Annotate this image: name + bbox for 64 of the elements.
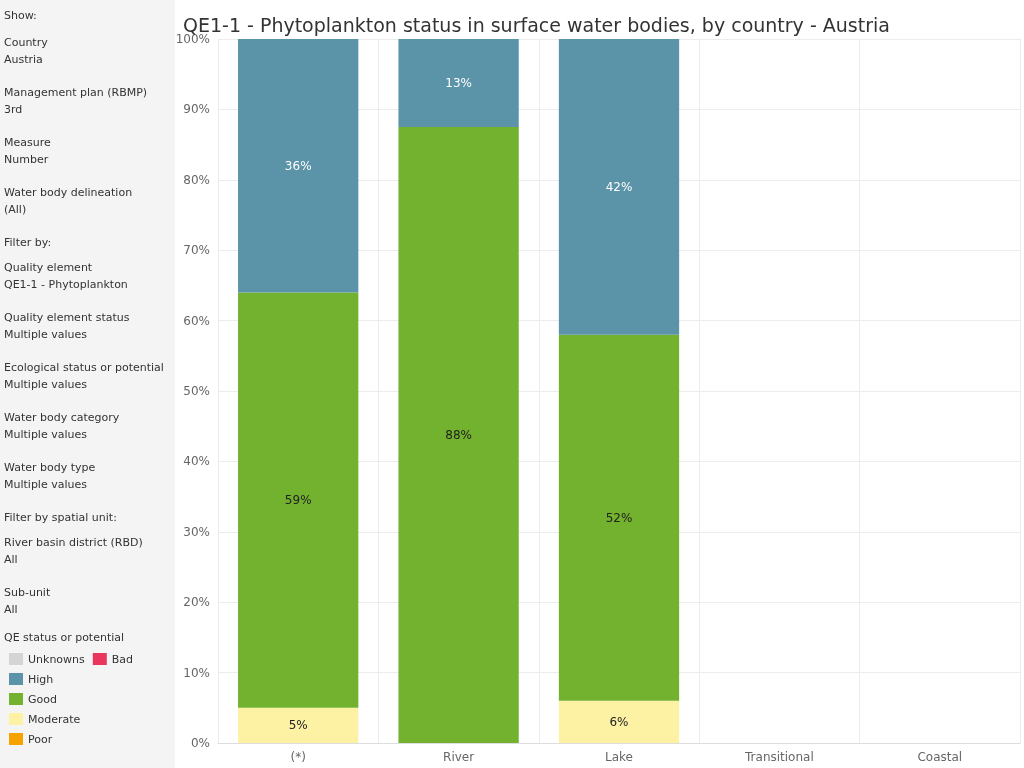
y-tick-label: 50% bbox=[183, 384, 210, 398]
bar bbox=[558, 700, 680, 743]
text: All bbox=[4, 553, 18, 566]
x-tick-label: Lake bbox=[605, 750, 633, 764]
text: QE1-1 - Phytoplankton bbox=[4, 278, 128, 291]
x-tick-label: (*) bbox=[290, 750, 306, 764]
text: Water body delineation bbox=[4, 186, 133, 199]
x-tick-label: Transitional bbox=[744, 750, 814, 764]
bar bbox=[238, 39, 359, 293]
chart-title: QE1-1 - Phytoplankton status in surface water bodies, by country - Austria bbox=[183, 13, 890, 36]
text: Quality element status bbox=[4, 311, 130, 324]
bar bbox=[398, 127, 519, 743]
y-tick-label: 80% bbox=[183, 172, 210, 187]
data-label: 59% bbox=[284, 493, 312, 508]
bar bbox=[238, 707, 359, 743]
y-tick-label: 70% bbox=[183, 243, 210, 258]
text: Number bbox=[4, 153, 49, 166]
text: Filter by spatial unit: bbox=[4, 511, 117, 524]
text: Ecological status or potential bbox=[4, 361, 164, 374]
y-tick-label: 30% bbox=[183, 524, 210, 539]
text: Austria bbox=[4, 53, 43, 66]
text: Filter by: bbox=[4, 236, 52, 249]
x-tick-label: Coastal bbox=[917, 750, 963, 764]
bar bbox=[398, 39, 519, 127]
legend-label: Good bbox=[28, 692, 57, 706]
text: Multiple values bbox=[4, 428, 88, 441]
data-label: 52% bbox=[605, 510, 633, 525]
data-label: 13% bbox=[445, 76, 472, 90]
text: Multiple values bbox=[4, 328, 88, 341]
text: Management plan (RBMP) bbox=[4, 86, 148, 99]
text: Multiple values bbox=[4, 378, 88, 391]
text: (All) bbox=[4, 203, 27, 216]
text: All bbox=[4, 603, 18, 616]
y-tick-label: 60% bbox=[183, 313, 210, 328]
x-tick-label: River bbox=[443, 750, 475, 764]
data-label: 42% bbox=[605, 179, 633, 194]
y-tick-label: 90% bbox=[183, 102, 210, 117]
bar bbox=[558, 334, 680, 701]
bar bbox=[238, 292, 359, 708]
text: Quality element bbox=[4, 261, 93, 274]
legend-title: QE status or potential bbox=[4, 631, 125, 644]
data-label: 88% bbox=[445, 428, 472, 442]
legend-label: Moderate bbox=[28, 712, 81, 726]
legend-label: High bbox=[28, 672, 54, 686]
legend-label: Unknowns bbox=[28, 652, 86, 666]
text: Water body type bbox=[4, 461, 96, 474]
text: 3rd bbox=[4, 103, 23, 116]
y-tick-label: 10% bbox=[183, 665, 210, 680]
text: Measure bbox=[4, 136, 51, 149]
legend-label: Poor bbox=[28, 732, 53, 746]
text: Sub-unit bbox=[4, 586, 51, 599]
text: Show: bbox=[4, 9, 37, 22]
data-label: 6% bbox=[609, 714, 629, 729]
legend-label: Bad bbox=[111, 652, 134, 666]
data-label: 36% bbox=[284, 158, 312, 173]
data-label: 5% bbox=[288, 718, 308, 733]
text: River basin district (RBD) bbox=[4, 536, 143, 549]
text: Water body category bbox=[4, 411, 120, 424]
bar bbox=[558, 39, 680, 335]
y-tick-label: 40% bbox=[183, 454, 210, 469]
y-tick-label: 0% bbox=[190, 736, 210, 750]
text: Multiple values bbox=[4, 478, 88, 491]
text: Country bbox=[4, 36, 49, 49]
y-tick-label: 20% bbox=[183, 595, 210, 610]
